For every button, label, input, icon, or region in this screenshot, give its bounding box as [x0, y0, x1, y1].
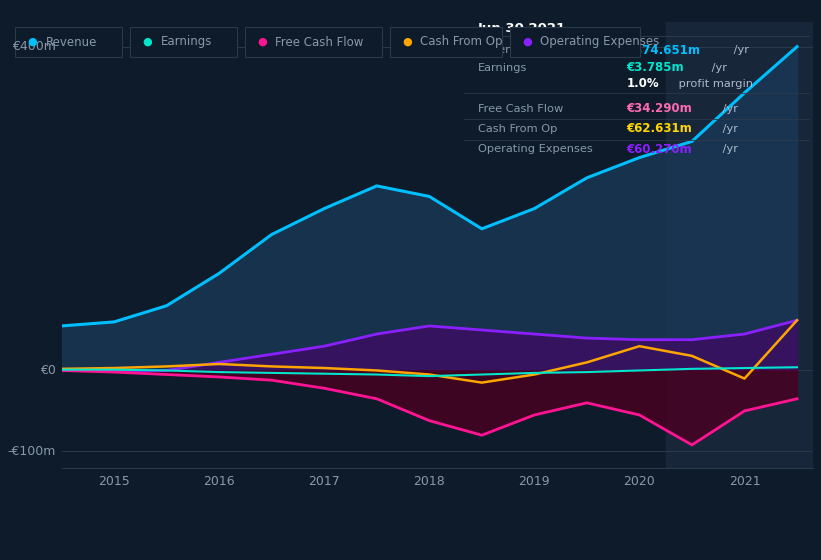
Text: Earnings: Earnings: [478, 63, 527, 73]
Text: €3.785m: €3.785m: [626, 62, 685, 74]
Text: /yr: /yr: [708, 63, 727, 73]
Text: Operating Expenses: Operating Expenses: [478, 144, 593, 154]
Text: €400m: €400m: [12, 40, 56, 53]
Text: ●: ●: [257, 37, 267, 47]
Text: Earnings: Earnings: [160, 35, 212, 49]
Bar: [666, 22, 813, 468]
Text: Free Cash Flow: Free Cash Flow: [275, 35, 364, 49]
Text: -€100m: -€100m: [7, 445, 56, 458]
Text: Operating Expenses: Operating Expenses: [540, 35, 659, 49]
Text: €374.651m: €374.651m: [626, 44, 700, 57]
Text: €62.631m: €62.631m: [626, 122, 692, 135]
Text: /yr: /yr: [719, 124, 738, 133]
Text: /yr: /yr: [730, 45, 749, 55]
Text: profit margin: profit margin: [675, 79, 753, 89]
Text: Free Cash Flow: Free Cash Flow: [478, 104, 563, 114]
Text: Cash From Op: Cash From Op: [478, 124, 557, 133]
Text: Jun 30 2021: Jun 30 2021: [478, 22, 566, 35]
Text: Cash From Op: Cash From Op: [420, 35, 503, 49]
Text: ●: ●: [522, 37, 532, 47]
Text: Revenue: Revenue: [45, 35, 97, 49]
Text: €60.270m: €60.270m: [626, 143, 692, 156]
Text: /yr: /yr: [719, 104, 738, 114]
Text: ●: ●: [402, 37, 412, 47]
Text: /yr: /yr: [719, 144, 738, 154]
Text: 1.0%: 1.0%: [626, 77, 659, 90]
Text: ●: ●: [27, 37, 37, 47]
Text: €0: €0: [40, 364, 56, 377]
Text: ●: ●: [142, 37, 152, 47]
Text: Revenue: Revenue: [478, 45, 527, 55]
Text: €34.290m: €34.290m: [626, 102, 692, 115]
